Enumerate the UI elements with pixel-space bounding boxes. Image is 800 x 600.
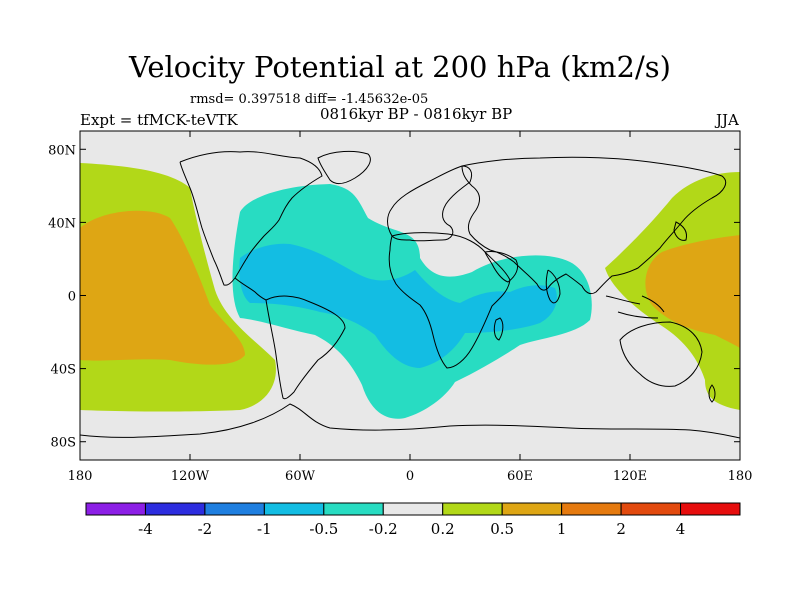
lon-tick-label-1: 120W [171,469,210,484]
colorbar-box-3 [263,502,325,516]
new-zealand-coast [708,384,716,403]
lon-tick-label-5: 120E [613,469,647,484]
colorbar-label-6: 0.5 [490,520,514,538]
south-america-coast [265,295,346,400]
lon-tick-label-2: 60W [285,469,316,484]
season-label: JJA [716,111,739,129]
lat-tick-label-0: 80N [48,143,76,158]
colorbar-box-4 [323,502,384,516]
map-panel [80,131,740,460]
colorbar-label-1: -2 [198,520,213,538]
colorbar-box-9 [620,502,682,516]
colorbar-box-5 [382,502,444,516]
colorbar-box-6 [442,502,503,516]
arabia-coast [484,251,519,283]
colorbar-box-7 [501,502,563,516]
lon-tick-label-6: 180 [728,469,753,484]
stats-text: rmsd= 0.397518 diff= -1.45632e-05 [190,92,429,107]
colorbar-label-7: 1 [557,520,567,538]
colorbar-box-8 [561,502,622,516]
greenland-coast [317,150,371,185]
positive-region-pacific-east-core [645,235,740,348]
colorbar-label-5: 0.2 [431,520,455,538]
experiment-label: Expt = tfMCK-teVTK [80,111,238,129]
period-label: 0816kyr BP - 0816kyr BP [320,105,513,123]
colorbar-box-1 [144,502,206,516]
japan-coast [673,221,687,241]
coastlines [80,150,740,439]
europe-coast [387,165,473,242]
lon-tick-label-3: 0 [406,469,414,484]
madagascar-coast [493,317,504,341]
colorbar-label-0: -4 [138,520,153,538]
positive-region-pacific-west-core [80,210,245,365]
colorbar-label-8: 2 [616,520,626,538]
colorbar-label-9: 4 [676,520,686,538]
antarctica-coast [80,403,740,439]
lat-tick-label-1: 40N [48,216,76,231]
colorbar-box-10 [680,502,741,516]
colorbar: -4 -2 -1 -0.5 -0.2 0.2 0.5 1 2 4 [85,502,741,538]
lat-tick-label-2: 0 [68,290,76,305]
colorbar-label-4: -0.2 [369,520,398,538]
asia-coast [461,156,727,295]
central-america-coast [234,277,267,301]
africa-coast [388,232,511,369]
india-coast [545,269,561,304]
maritime-continent-coast [605,295,665,319]
australia-coast [619,321,703,387]
map-title: Velocity Potential at 200 hPa (km2/s) [129,50,671,84]
colorbar-box-2 [204,502,265,516]
longitude-ticks: 180 120W 60W 0 60E 120E 180 [68,131,753,484]
colorbar-label-2: -1 [257,520,272,538]
north-america-coast [179,151,323,286]
lon-tick-label-4: 60E [507,469,533,484]
lon-tick-label-0: 180 [68,469,93,484]
lat-tick-label-4: 80S [51,436,76,451]
colorbar-box-0 [85,502,146,516]
negative-region-atlantic-core [239,243,557,368]
lat-tick-label-3: 40S [51,363,76,378]
latitude-ticks: 80N 40N 0 40S 80S [48,143,740,451]
colorbar-label-3: -0.5 [309,520,338,538]
